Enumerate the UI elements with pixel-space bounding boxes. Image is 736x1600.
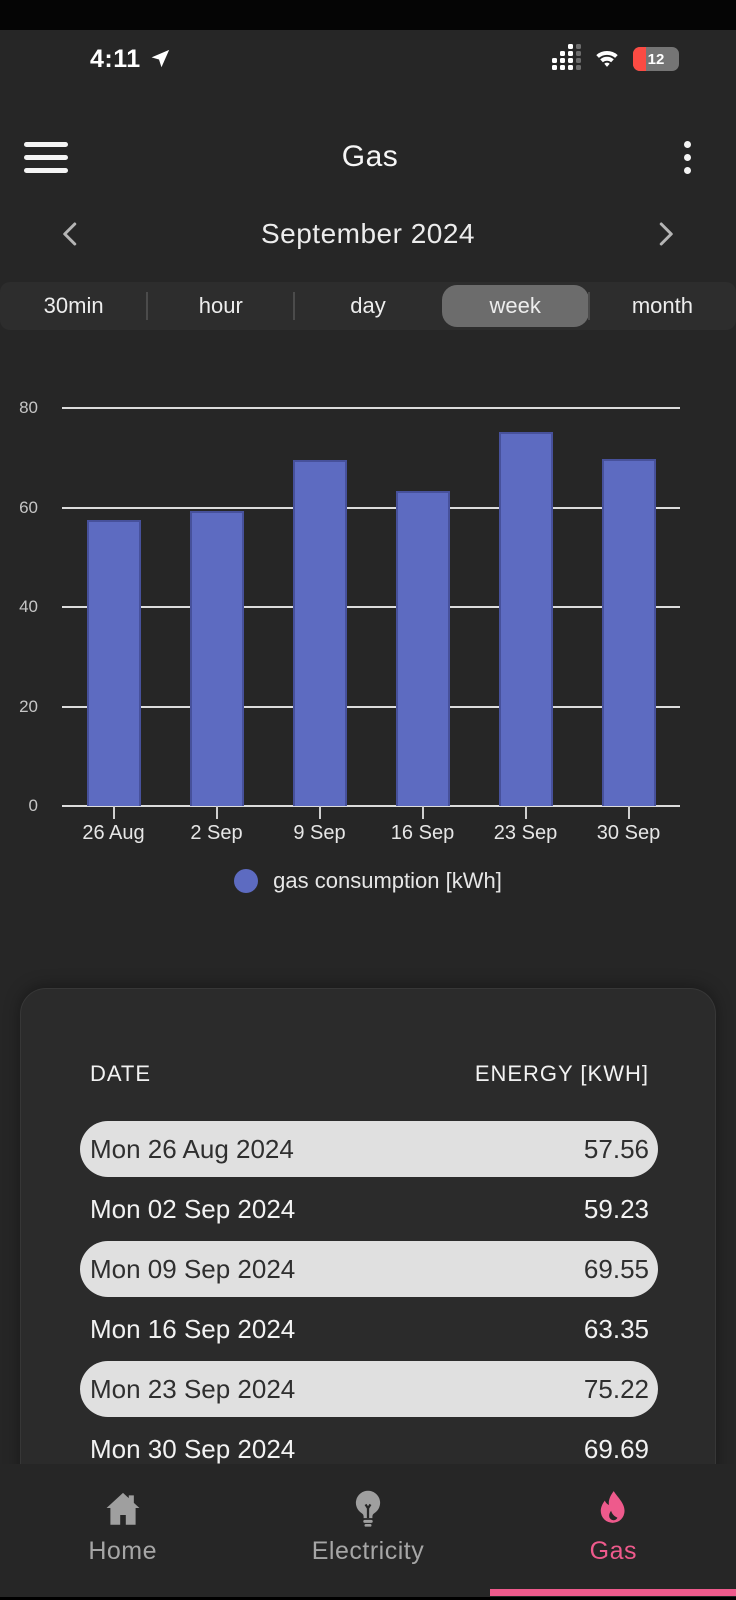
y-tick-label: 0 (28, 796, 38, 815)
table-header: DATE ENERGY [KWH] (90, 1061, 649, 1087)
table-row: Mon 09 Sep 2024 69.55 (21, 1239, 715, 1299)
x-tick-label: 30 Sep (596, 822, 661, 844)
bottom-black-edge (0, 1597, 736, 1600)
battery-percent: 12 (647, 50, 665, 68)
bar-23-sep[interactable] (498, 431, 553, 806)
gridline (62, 407, 680, 409)
tab-30min[interactable]: 30min (43, 293, 104, 318)
bar-16-sep[interactable] (395, 490, 450, 806)
location-arrow-icon (151, 49, 169, 68)
row-date: Mon 23 Sep 2024 (90, 1373, 296, 1404)
table-row: Mon 26 Aug 2024 57.56 (21, 1119, 715, 1179)
table-rows: Mon 26 Aug 2024 57.56 Mon 02 Sep 2024 59.23… (21, 1119, 715, 1479)
row-date: Mon 16 Sep 2024 (90, 1313, 296, 1344)
kebab-menu-icon[interactable] (672, 140, 702, 174)
row-energy: 69.69 (583, 1433, 649, 1464)
app-header: Gas (0, 126, 736, 188)
page-title: Gas (341, 140, 399, 173)
x-tick-label: 16 Sep (390, 822, 455, 844)
chart-legend[interactable]: gas consumption [kWh] (0, 868, 736, 894)
y-tick-label: 40 (19, 597, 38, 616)
nav-label: Electricity (311, 1537, 425, 1565)
x-tick-label: 9 Sep (293, 822, 346, 844)
row-energy: 59.23 (583, 1193, 649, 1224)
bottom-navigation: Home Electricity Gas (0, 1464, 736, 1600)
table-row: Mon 16 Sep 2024 63.35 (21, 1299, 715, 1359)
axis-tick (421, 806, 424, 819)
nav-item-gas[interactable]: Gas (491, 1464, 736, 1600)
period-navigator: September 2024 (0, 204, 736, 264)
nav-item-home[interactable]: Home (0, 1464, 245, 1600)
lightbulb-icon (347, 1488, 389, 1530)
axis-tick (215, 806, 218, 819)
bar-26-aug[interactable] (86, 519, 141, 806)
bar-2-sep[interactable] (189, 511, 244, 806)
bar-30-sep[interactable] (601, 459, 656, 806)
clock-text: 4:11 (90, 44, 141, 73)
chart-plot-area (62, 407, 680, 807)
gridline (62, 606, 680, 608)
flame-icon (592, 1488, 634, 1530)
bar-9-sep[interactable] (292, 460, 347, 806)
y-axis-labels: 0 20 40 60 80 (0, 398, 46, 815)
gas-consumption-chart: 0 20 40 60 80 26 Aug 2 Sep 9 Sep 16 Sep 23 Sep 30… (0, 360, 736, 920)
table-header-energy: ENERGY [KWH] (474, 1061, 649, 1086)
status-time: 4:11 (90, 45, 171, 74)
row-energy: 75.22 (583, 1373, 649, 1404)
row-date: Mon 30 Sep 2024 (90, 1433, 296, 1464)
x-axis-labels: 26 Aug 2 Sep 9 Sep 16 Sep 23 Sep 30 Sep (62, 806, 680, 845)
active-tab-indicator (490, 1589, 736, 1596)
resolution-tab-bar: 30min hour day week month (0, 282, 736, 330)
hamburger-menu-icon[interactable] (24, 141, 68, 173)
x-tick-label: 23 Sep (493, 822, 558, 844)
tab-month[interactable]: month (587, 282, 736, 330)
row-energy: 63.35 (583, 1313, 649, 1344)
y-tick-label: 60 (19, 497, 38, 517)
axis-tick (318, 806, 321, 819)
tab-day[interactable]: day (293, 282, 441, 330)
row-date: Mon 02 Sep 2024 (90, 1193, 296, 1224)
nav-item-electricity[interactable]: Electricity (245, 1464, 490, 1600)
x-axis-line (62, 804, 680, 807)
nav-label: Home (88, 1537, 157, 1565)
gridline (62, 705, 680, 708)
table-header-date: DATE (90, 1061, 152, 1086)
axis-tick (627, 806, 630, 819)
chevron-left-icon[interactable] (56, 219, 86, 249)
y-tick-label: 20 (19, 696, 38, 716)
x-tick-label: 26 Aug (82, 822, 145, 844)
status-bar: 4:11 12 (0, 30, 736, 88)
chevron-right-icon[interactable] (650, 219, 680, 249)
tab-week[interactable]: week (441, 285, 589, 327)
row-date: Mon 26 Aug 2024 (90, 1133, 294, 1164)
table-row: Mon 23 Sep 2024 75.22 (21, 1359, 715, 1419)
row-energy: 69.55 (583, 1253, 649, 1284)
legend-label: gas consumption [kWh] (273, 868, 502, 893)
gridline (62, 506, 680, 509)
x-tick-label: 2 Sep (190, 822, 243, 844)
nav-label: Gas (589, 1537, 637, 1565)
table-row: Mon 02 Sep 2024 59.23 (21, 1179, 715, 1239)
table-row: Mon 30 Sep 2024 69.69 (21, 1419, 715, 1479)
cellular-signal-icon (552, 44, 581, 70)
axis-tick (112, 806, 115, 819)
period-label: September 2024 (260, 218, 476, 249)
axis-tick (524, 806, 527, 819)
battery-level-fill (633, 47, 646, 71)
home-icon (102, 1488, 144, 1530)
top-black-strip (0, 0, 736, 30)
legend-swatch (234, 869, 259, 893)
row-date: Mon 09 Sep 2024 (90, 1253, 296, 1284)
battery-icon: 12 (633, 47, 679, 71)
y-tick-label: 80 (19, 398, 38, 417)
wifi-icon (596, 50, 618, 67)
row-energy: 57.56 (583, 1133, 649, 1164)
tab-hour[interactable]: hour (146, 282, 294, 330)
chart-bars (62, 408, 680, 806)
status-icons: 12 (552, 44, 679, 71)
